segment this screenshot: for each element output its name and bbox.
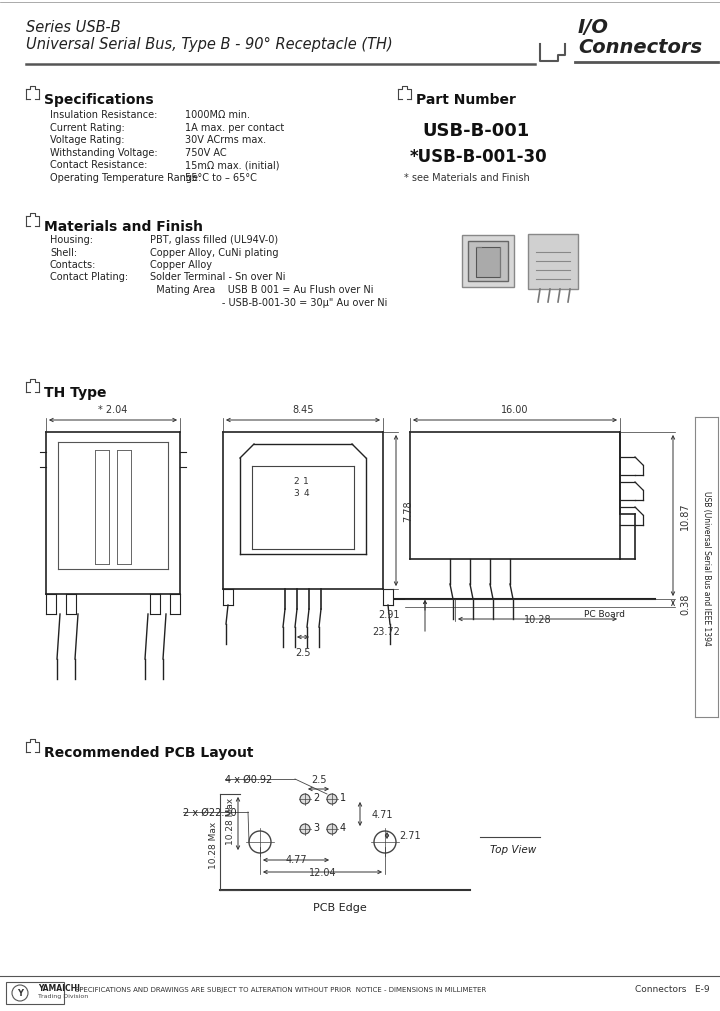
Text: Y: Y <box>17 989 23 998</box>
Text: I/O: I/O <box>578 18 609 37</box>
Bar <box>528 235 578 290</box>
Text: PCB Edge: PCB Edge <box>313 902 367 912</box>
Text: Copper Alloy: Copper Alloy <box>150 260 212 270</box>
Bar <box>6 982 64 1004</box>
Text: Connectors: Connectors <box>578 38 702 57</box>
Bar <box>468 242 508 282</box>
Text: 10.28 Max: 10.28 Max <box>209 821 218 868</box>
Text: Current Rating:: Current Rating: <box>50 122 125 132</box>
Text: 1000MΩ min.: 1000MΩ min. <box>185 110 250 120</box>
Text: 2: 2 <box>313 793 319 802</box>
Text: Operating Temperature Range:: Operating Temperature Range: <box>50 172 202 182</box>
Text: 12.04: 12.04 <box>309 867 336 878</box>
Text: Insulation Resistance:: Insulation Resistance: <box>50 110 158 120</box>
Text: YAMAICHI: YAMAICHI <box>38 984 80 993</box>
Text: Voltage Rating:: Voltage Rating: <box>50 134 125 145</box>
Text: Solder Terminal - Sn over Ni: Solder Terminal - Sn over Ni <box>150 272 286 282</box>
Text: 10.87: 10.87 <box>680 502 690 530</box>
Text: 15mΩ max. (initial): 15mΩ max. (initial) <box>185 160 279 170</box>
Text: 3: 3 <box>293 488 299 497</box>
Text: PC Board: PC Board <box>585 610 626 619</box>
Text: 3: 3 <box>313 822 319 832</box>
Text: * 2.04: * 2.04 <box>99 404 127 415</box>
Text: Copper Alloy, CuNi plating: Copper Alloy, CuNi plating <box>150 248 279 257</box>
Text: Contact Resistance:: Contact Resistance: <box>50 160 148 170</box>
Text: Series USB-B: Series USB-B <box>26 20 121 35</box>
Text: USB-B-001: USB-B-001 <box>422 122 529 140</box>
Text: 4.77: 4.77 <box>285 854 307 864</box>
Text: Shell:: Shell: <box>50 248 77 257</box>
Text: Contacts:: Contacts: <box>50 260 96 270</box>
Text: 10.28 Max: 10.28 Max <box>226 797 235 844</box>
Text: 4 x Ø0.92: 4 x Ø0.92 <box>225 774 272 785</box>
Text: Withstanding Voltage:: Withstanding Voltage: <box>50 148 158 158</box>
Text: 2.71: 2.71 <box>399 831 420 841</box>
Text: 2.5: 2.5 <box>311 774 326 785</box>
Text: * see Materials and Finish: * see Materials and Finish <box>404 173 530 183</box>
Text: 0.38: 0.38 <box>680 592 690 614</box>
Text: - USB-B-001-30 = 30μ" Au over Ni: - USB-B-001-30 = 30μ" Au over Ni <box>150 297 387 307</box>
Text: 4.71: 4.71 <box>372 809 394 819</box>
Text: 4: 4 <box>340 822 346 832</box>
Text: PBT, glass filled (UL94V-0): PBT, glass filled (UL94V-0) <box>150 235 278 245</box>
Circle shape <box>249 831 271 853</box>
Text: 2.5: 2.5 <box>295 647 311 657</box>
Text: 7.78: 7.78 <box>403 500 413 522</box>
Text: 8.45: 8.45 <box>292 404 314 415</box>
Text: Contact Plating:: Contact Plating: <box>50 272 128 282</box>
Text: 16.00: 16.00 <box>501 404 528 415</box>
Circle shape <box>327 824 337 834</box>
Text: 30V ACrms max.: 30V ACrms max. <box>185 134 266 145</box>
Text: Top View: Top View <box>490 844 536 854</box>
Text: Materials and Finish: Materials and Finish <box>44 219 203 234</box>
Text: Universal Serial Bus, Type B - 90° Receptacle (TH): Universal Serial Bus, Type B - 90° Recep… <box>26 37 392 52</box>
Text: 1A max. per contact: 1A max. per contact <box>185 122 284 132</box>
Text: *USB-B-001-30: *USB-B-001-30 <box>410 148 548 166</box>
Text: 10.28: 10.28 <box>523 615 552 625</box>
Circle shape <box>12 985 28 1001</box>
Text: 2: 2 <box>293 476 299 485</box>
Text: TH Type: TH Type <box>44 385 107 399</box>
Text: 2.91: 2.91 <box>379 610 400 620</box>
Text: Recommended PCB Layout: Recommended PCB Layout <box>44 745 253 759</box>
Bar <box>476 248 500 278</box>
Circle shape <box>300 795 310 804</box>
Text: 2 x Ø22.30: 2 x Ø22.30 <box>183 807 237 817</box>
Text: Specifications: Specifications <box>44 93 153 107</box>
Text: SPECIFICATIONS AND DRAWINGS ARE SUBJECT TO ALTERATION WITHOUT PRIOR  NOTICE - DI: SPECIFICATIONS AND DRAWINGS ARE SUBJECT … <box>75 986 486 992</box>
Text: USB (Universal Serial Bus and IEEE 1394: USB (Universal Serial Bus and IEEE 1394 <box>702 490 711 645</box>
Text: 1: 1 <box>340 793 346 802</box>
FancyBboxPatch shape <box>462 236 514 288</box>
Text: 4: 4 <box>303 488 309 497</box>
Circle shape <box>300 824 310 834</box>
Text: Part Number: Part Number <box>416 93 516 107</box>
Text: 55°C to – 65°C: 55°C to – 65°C <box>185 172 257 182</box>
Text: 1: 1 <box>303 476 309 485</box>
Circle shape <box>327 795 337 804</box>
Text: Connectors   E-9: Connectors E-9 <box>635 985 710 994</box>
Text: Trading Division: Trading Division <box>38 994 89 999</box>
Text: 23.72: 23.72 <box>372 627 400 636</box>
Text: 750V AC: 750V AC <box>185 148 227 158</box>
Text: Mating Area    USB B 001 = Au Flush over Ni: Mating Area USB B 001 = Au Flush over Ni <box>150 285 374 295</box>
Text: Housing:: Housing: <box>50 235 93 245</box>
Circle shape <box>374 831 396 853</box>
